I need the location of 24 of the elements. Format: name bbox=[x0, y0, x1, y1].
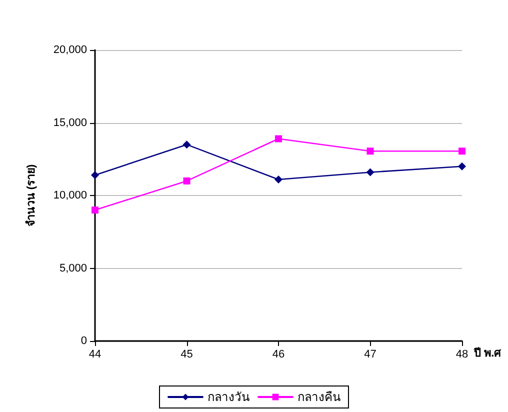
point bbox=[91, 171, 99, 180]
point bbox=[366, 168, 374, 176]
y-tick-label: 0 bbox=[80, 335, 87, 347]
legend-label: กลางวัน bbox=[208, 390, 250, 404]
x-tick-label: 48 bbox=[456, 348, 468, 360]
y-tick-label: 20,000 bbox=[53, 44, 87, 56]
x-tick-label: 47 bbox=[364, 348, 376, 360]
point bbox=[458, 148, 466, 155]
x-tick-label: 44 bbox=[88, 348, 102, 360]
y-tick-label: 10,000 bbox=[53, 190, 87, 202]
y-tick-label: 5,000 bbox=[59, 262, 87, 274]
point bbox=[366, 148, 374, 155]
point bbox=[92, 206, 98, 214]
point bbox=[458, 162, 466, 170]
point bbox=[275, 135, 282, 142]
point bbox=[182, 140, 191, 149]
point bbox=[183, 177, 190, 184]
y-tick-label: 15,000 bbox=[53, 116, 87, 129]
x-tick-label: 46 bbox=[272, 348, 285, 360]
x-axis-title: ปี พ.ศ bbox=[473, 346, 502, 360]
point bbox=[274, 175, 282, 184]
x-tick-label: 45 bbox=[180, 348, 193, 360]
y-axis-title: จำนวน (ราย) bbox=[24, 164, 38, 227]
legend-label: กลางคืน bbox=[298, 390, 340, 404]
